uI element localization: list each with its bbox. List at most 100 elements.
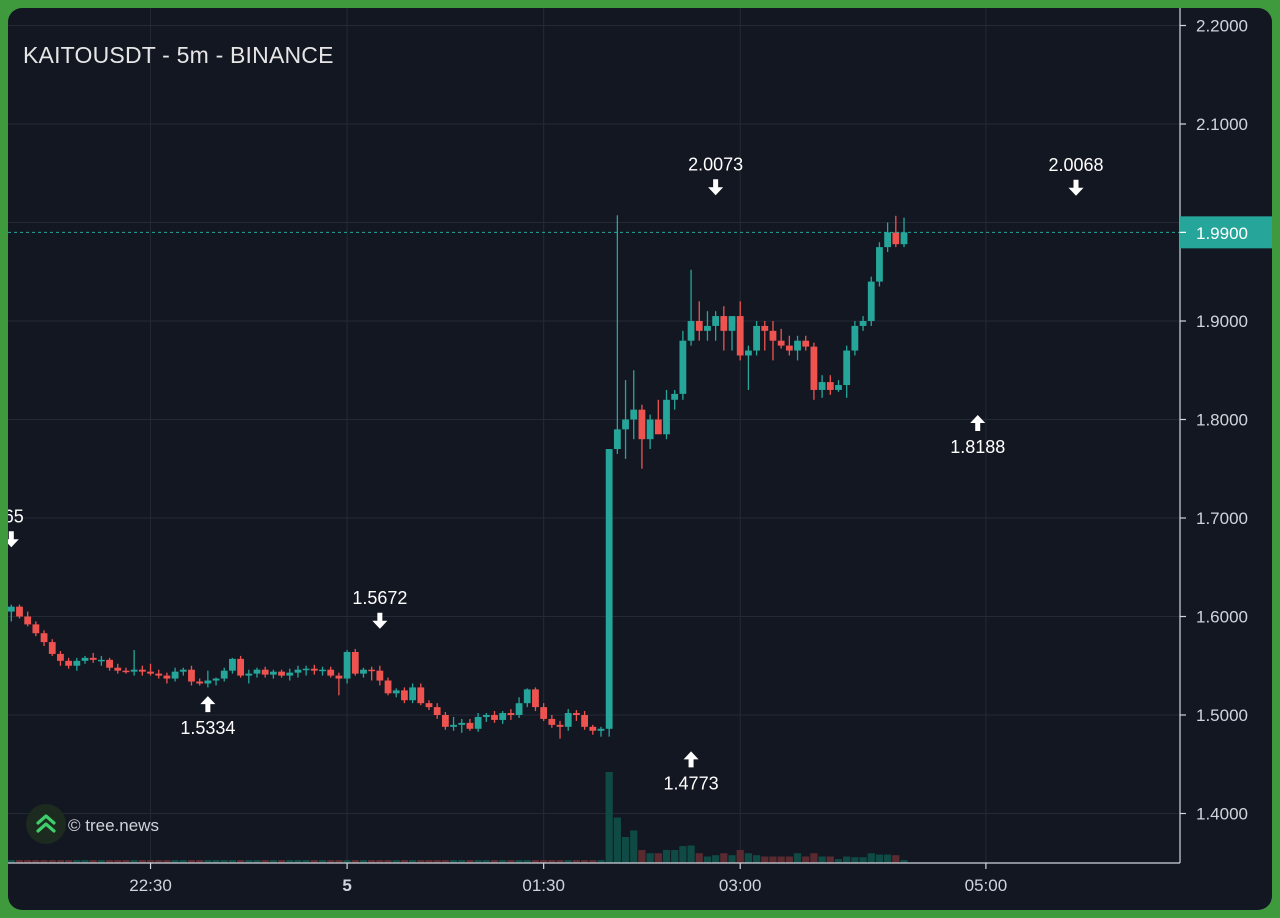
volume-bar bbox=[802, 856, 810, 863]
volume-bar bbox=[785, 856, 793, 863]
volume-bar bbox=[646, 853, 654, 863]
candle-body bbox=[261, 669, 269, 675]
volume-bar bbox=[105, 860, 114, 863]
candle-body bbox=[826, 382, 834, 390]
volume-bar bbox=[89, 860, 97, 863]
candle-body bbox=[114, 667, 122, 671]
candle-body bbox=[212, 678, 220, 681]
candle-body bbox=[745, 350, 752, 356]
y-tick-label: 2.2000 bbox=[1196, 17, 1248, 36]
price-annotation: 1.5334 bbox=[180, 696, 235, 738]
annotation-label: 2.0068 bbox=[1048, 155, 1103, 175]
y-tick-label: 1.7000 bbox=[1196, 509, 1248, 528]
volume-bar bbox=[589, 860, 597, 863]
candle-body bbox=[245, 673, 253, 676]
volume-bar bbox=[834, 859, 843, 863]
candle-body bbox=[57, 653, 64, 661]
current-price-label: 1.9900 bbox=[1196, 224, 1248, 243]
volume-bar bbox=[392, 860, 400, 863]
volume-bar bbox=[884, 854, 892, 863]
candle-body bbox=[73, 660, 81, 666]
candle-body bbox=[605, 449, 613, 729]
candle-body bbox=[753, 325, 760, 351]
candle-body bbox=[892, 232, 900, 245]
volume-bar bbox=[294, 860, 302, 863]
candle-body bbox=[515, 703, 523, 715]
candle-body bbox=[835, 385, 842, 390]
candle-body bbox=[188, 669, 195, 682]
candle-body bbox=[769, 330, 777, 341]
candle-body bbox=[589, 726, 597, 731]
volume-bar bbox=[523, 860, 531, 863]
down-arrow-icon bbox=[372, 612, 388, 629]
candle-body bbox=[720, 316, 728, 331]
volume-bar bbox=[810, 853, 818, 863]
volume-bar bbox=[179, 860, 187, 863]
y-tick-label: 1.6000 bbox=[1196, 608, 1248, 627]
candle-body bbox=[220, 670, 228, 679]
volume-bar bbox=[65, 860, 73, 863]
volume-bar bbox=[736, 850, 744, 863]
candle-body bbox=[343, 651, 351, 679]
y-tick-label: 1.4000 bbox=[1196, 805, 1248, 824]
volume-bar bbox=[310, 860, 318, 863]
candle-body bbox=[687, 321, 695, 341]
candle-body bbox=[253, 669, 261, 674]
price-annotation: 1.8188 bbox=[950, 414, 1005, 457]
volume-bar bbox=[466, 860, 474, 863]
candle-body bbox=[679, 340, 687, 394]
volume-bar bbox=[556, 860, 564, 863]
down-arrow-icon bbox=[8, 531, 19, 548]
volume-bar bbox=[752, 855, 761, 863]
volume-bar bbox=[417, 860, 425, 863]
volume-bar bbox=[237, 860, 245, 863]
candle-body bbox=[65, 660, 73, 666]
candle-body bbox=[458, 722, 466, 725]
candle-body bbox=[482, 715, 490, 717]
volume-bar bbox=[40, 860, 48, 863]
volume-bar bbox=[171, 860, 179, 863]
price-annotation: .65 bbox=[8, 506, 24, 548]
tree-news-logo bbox=[26, 804, 66, 844]
volume-bar bbox=[900, 860, 908, 863]
volume-bar bbox=[490, 860, 499, 863]
candle-body bbox=[196, 681, 204, 684]
candle-body bbox=[867, 281, 875, 321]
candle-body bbox=[556, 724, 564, 727]
candle-body bbox=[229, 658, 236, 671]
candle-body bbox=[851, 325, 859, 351]
volume-bar bbox=[613, 817, 621, 863]
candle-body bbox=[523, 689, 531, 704]
y-tick-label: 1.9000 bbox=[1196, 312, 1248, 331]
volume-bar bbox=[48, 860, 56, 863]
candlestick-chart[interactable]: 2.20002.10002.00001.90001.80001.70001.60… bbox=[8, 8, 1272, 910]
down-arrow-icon bbox=[1068, 179, 1084, 196]
volume-bar bbox=[499, 860, 507, 863]
candle-body bbox=[48, 642, 56, 654]
volume-bar bbox=[720, 853, 728, 863]
volume-bar bbox=[458, 860, 466, 863]
volume-bar bbox=[638, 850, 646, 863]
candle-body bbox=[802, 340, 810, 347]
volume-bar bbox=[302, 860, 310, 863]
candle-body bbox=[622, 419, 629, 430]
volume-bar bbox=[359, 860, 368, 863]
y-tick-label: 1.5000 bbox=[1196, 706, 1248, 725]
volume-bar bbox=[212, 860, 220, 863]
volume-bar bbox=[695, 853, 703, 863]
candle-body bbox=[147, 671, 154, 674]
volume-bar bbox=[8, 860, 15, 863]
volume-bar bbox=[245, 860, 253, 863]
candle-body bbox=[327, 669, 335, 676]
volume-bar bbox=[540, 860, 548, 863]
volume-bar bbox=[892, 855, 900, 863]
candle-body bbox=[278, 671, 285, 676]
volume-bar bbox=[654, 853, 662, 863]
candle-body bbox=[532, 689, 539, 708]
up-arrow-icon bbox=[970, 414, 986, 431]
candle-body bbox=[171, 671, 179, 679]
candle-body bbox=[499, 713, 507, 720]
volume-bar bbox=[703, 856, 712, 863]
volume-bar bbox=[24, 860, 32, 863]
volume-bar bbox=[269, 860, 277, 863]
